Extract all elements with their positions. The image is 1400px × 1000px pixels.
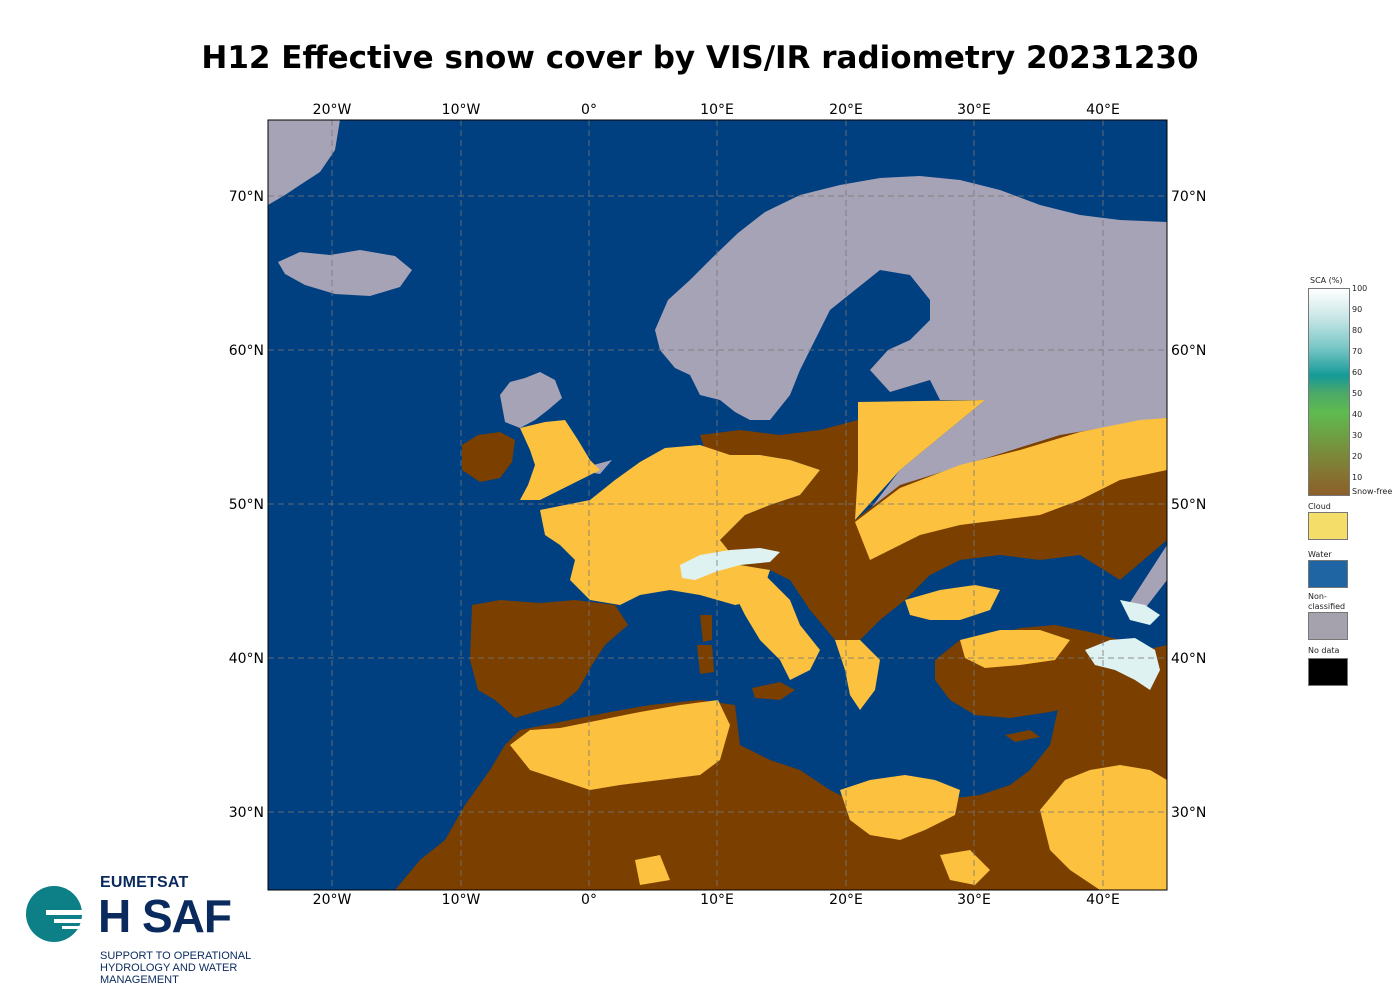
sca-tick: 20 xyxy=(1352,452,1363,461)
lat-label: 30°N xyxy=(229,805,264,821)
logo-brand: EUMETSAT xyxy=(100,874,189,891)
water-swatch xyxy=(1308,560,1348,588)
sca-tick: 70 xyxy=(1352,347,1363,356)
lat-label: 60°N xyxy=(229,343,264,359)
lon-label: 10°W xyxy=(442,102,481,118)
sca-tick: 50 xyxy=(1352,389,1363,398)
water-label: Water xyxy=(1308,550,1332,559)
lon-label: 10°E xyxy=(700,892,734,908)
no-data-label: No data xyxy=(1308,646,1340,655)
lon-label: 40°E xyxy=(1086,892,1120,908)
lon-label: 0° xyxy=(581,892,597,908)
hsaf-logo: EUMETSAT H SAF SUPPORT TO OPERATIONAL HY… xyxy=(22,874,282,994)
cloud-areas xyxy=(510,400,1167,890)
sca-tick: 90 xyxy=(1352,305,1363,314)
lon-label: 30°E xyxy=(957,892,991,908)
lon-labels-bottom: 20°W 10°W 0° 10°E 20°E 30°E 40°E xyxy=(313,892,1120,908)
lat-label: 50°N xyxy=(1171,497,1206,513)
lon-label: 20°W xyxy=(313,892,352,908)
lon-label: 10°W xyxy=(442,892,481,908)
sca-tick: 40 xyxy=(1352,410,1363,419)
lon-label: 0° xyxy=(581,102,597,118)
lat-label: 70°N xyxy=(1171,189,1206,205)
lat-labels-right: 70°N 60°N 50°N 40°N 30°N xyxy=(1171,189,1206,821)
lon-labels-top: 20°W 10°W 0° 10°E 20°E 30°E 40°E xyxy=(313,102,1120,118)
sca-tick: 100 xyxy=(1352,284,1368,293)
no-data-swatch xyxy=(1308,658,1348,686)
lat-label: 30°N xyxy=(1171,805,1206,821)
lat-label: 60°N xyxy=(1171,343,1206,359)
lon-label: 20°E xyxy=(829,892,863,908)
map-title: H12 Effective snow cover by VIS/IR radio… xyxy=(201,40,1199,76)
sca-title: SCA (%) xyxy=(1310,276,1343,285)
sca-tick: 60 xyxy=(1352,368,1363,377)
lat-label: 40°N xyxy=(229,651,264,667)
sca-tick: 10 xyxy=(1352,473,1363,482)
sca-tick: 30 xyxy=(1352,431,1363,440)
lat-label: 70°N xyxy=(229,189,264,205)
lon-label: 20°E xyxy=(829,102,863,118)
lon-label: 10°E xyxy=(700,102,734,118)
graticule xyxy=(268,120,1167,890)
eumetsat-swoosh-icon xyxy=(26,886,90,942)
lat-labels-left: 70°N 60°N 50°N 40°N 30°N xyxy=(229,189,264,821)
sca-tick: 80 xyxy=(1352,326,1363,335)
lon-label: 40°E xyxy=(1086,102,1120,118)
lon-label: 20°W xyxy=(313,102,352,118)
map-frame xyxy=(267,119,1168,891)
legend: SCA (%) 100 90 80 70 60 50 40 30 20 10 S… xyxy=(1300,276,1400,696)
cloud-label: Cloud xyxy=(1308,502,1331,511)
non-classified-label: Non-classified xyxy=(1308,592,1346,611)
non-classified-swatch xyxy=(1308,612,1348,640)
logo-tagline: SUPPORT TO OPERATIONAL HYDROLOGY AND WAT… xyxy=(100,950,251,986)
map-area xyxy=(268,120,1167,890)
snow-free-label: Snow-free xyxy=(1352,487,1393,496)
lat-label: 40°N xyxy=(1171,651,1206,667)
sca-colorbar xyxy=(1308,288,1350,496)
cloud-swatch xyxy=(1308,512,1348,540)
snow-areas xyxy=(680,548,1160,690)
lon-label: 30°E xyxy=(957,102,991,118)
lat-label: 50°N xyxy=(229,497,264,513)
logo-name: H SAF xyxy=(98,890,232,942)
